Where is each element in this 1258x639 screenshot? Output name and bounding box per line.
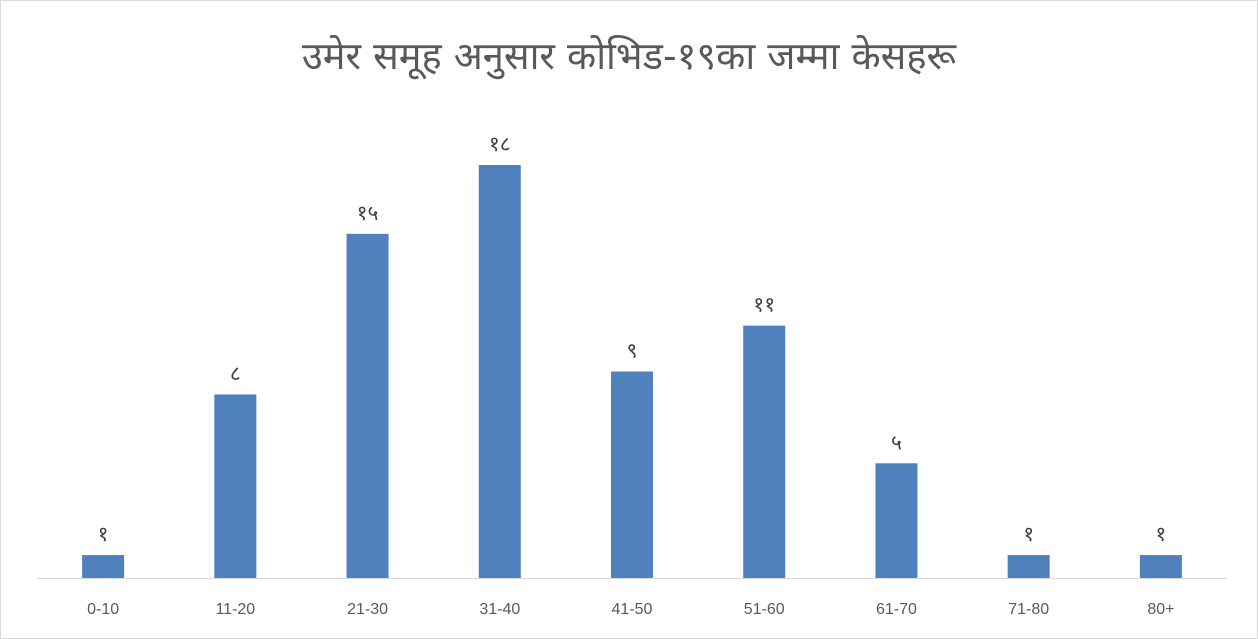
x-tick-label-71-80: 71-80 (1008, 601, 1049, 618)
bar-71-80 (1007, 555, 1050, 578)
x-tick-label-11-20: 11-20 (215, 601, 255, 618)
chart-title: उमेर समूह अनुसार कोभिड-१९का जम्मा केसहरू (301, 34, 957, 78)
data-label-21-30: १५ (357, 201, 379, 225)
bar-21-30 (346, 233, 389, 579)
bar-0-10 (82, 555, 125, 578)
data-label-80+: १ (1155, 522, 1166, 546)
data-label-41-50: ९ (627, 339, 638, 363)
bars-group (82, 165, 1182, 579)
x-tick-label-61-70: 61-70 (876, 601, 917, 618)
data-label-71-80: १ (1023, 522, 1034, 546)
x-tick-label-31-40: 31-40 (479, 601, 520, 618)
x-tick-label-41-50: 41-50 (612, 601, 653, 618)
data-label-11-20: ८ (230, 361, 241, 385)
x-tick-label-51-60: 51-60 (744, 601, 785, 618)
bar-80+ (1139, 555, 1182, 578)
data-label-0-10: १ (98, 522, 109, 546)
bar-11-20 (214, 394, 257, 578)
data-label-31-40: १८ (489, 132, 511, 156)
bar-51-60 (743, 325, 786, 578)
bar-41-50 (611, 371, 653, 578)
x-tick-label-0-10: 0-10 (87, 601, 119, 618)
bar-31-40 (478, 165, 521, 578)
bar-61-70 (875, 463, 918, 578)
x-tick-label-21-30: 21-30 (347, 601, 388, 618)
data-label-61-70: ५ (891, 430, 902, 454)
data-label-51-60: ११ (753, 293, 775, 317)
x-tick-label-80+: 80+ (1147, 601, 1174, 618)
x-tick-labels-group: 0-10 11-20 21-30 31-40 41-50 51-60 61-70 71-80 8… (87, 601, 1174, 618)
